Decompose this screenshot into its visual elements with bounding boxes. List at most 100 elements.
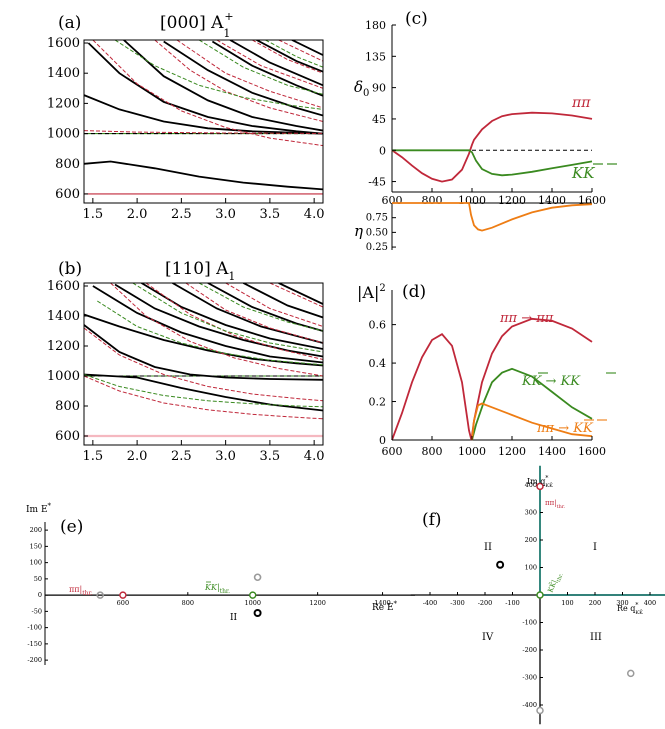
panel-b-level-red bbox=[185, 283, 323, 344]
panel-d-label: (d) bbox=[402, 282, 426, 302]
panel-a-level-black bbox=[256, 40, 323, 73]
panel-b-level-black bbox=[207, 283, 323, 332]
panel-a-frame bbox=[83, 39, 324, 204]
panel-a-ytick-label: 800 bbox=[55, 157, 80, 172]
panel-a-level-green bbox=[114, 40, 323, 110]
panel-c-xtick-label: 800 bbox=[422, 194, 443, 207]
panel-a-xtick-label: 4.0 bbox=[304, 207, 325, 222]
panel-b-level-black bbox=[141, 283, 323, 350]
panel-e-ytick-label: 50 bbox=[34, 575, 42, 583]
panel-c-label: (c) bbox=[405, 9, 428, 29]
panel-f-ytick-label: 200 bbox=[525, 536, 537, 544]
panel-a-ytick-label: 1000 bbox=[47, 127, 80, 142]
panel-d-series-0 bbox=[391, 317, 593, 441]
panel-a-level-red bbox=[154, 40, 323, 122]
panel-e-II: II bbox=[230, 613, 238, 623]
panel-d-xtick-label: 1000 bbox=[458, 445, 486, 458]
panel-e-threshold-marker bbox=[119, 591, 127, 599]
panel-f-pipi-thr: ππ|thr. bbox=[545, 499, 566, 510]
panel-a-xtick-label: 3.0 bbox=[215, 207, 236, 222]
panel-d-kkkk-label: KK → KK bbox=[521, 374, 581, 389]
panel-c-kk-label: KK bbox=[571, 164, 595, 182]
panel-eta-ytick-label: 0.50 bbox=[366, 227, 388, 238]
panel-a-ytick-label: 1200 bbox=[47, 96, 80, 111]
panel-b-plot bbox=[84, 283, 323, 438]
panel-c-ytick-label: 135 bbox=[365, 50, 386, 63]
panel-d-xtick-label: 1600 bbox=[578, 445, 606, 458]
panel-d-xtick-label: 800 bbox=[422, 445, 443, 458]
panel-e-ytick-label: -150 bbox=[27, 640, 42, 648]
panel-f-xtick-label: 100 bbox=[561, 599, 573, 607]
panel-b-level-black bbox=[84, 324, 323, 381]
panel-b-level-red bbox=[84, 327, 323, 402]
panel-c-ytick-label: -45 bbox=[368, 176, 386, 189]
panel-f-pole-0 bbox=[536, 482, 544, 491]
panel-b-xtick-label: 2.5 bbox=[171, 449, 192, 464]
panel-eta-ylabel: η bbox=[354, 222, 363, 240]
panel-b-level-green bbox=[84, 374, 323, 408]
panel-eta-ytick-label: 0.75 bbox=[366, 213, 388, 224]
panel-a-xtick-label: 2.5 bbox=[171, 207, 192, 222]
panel-a-level-green bbox=[265, 40, 323, 68]
panel-f-pole-4 bbox=[536, 591, 544, 599]
panel-a: 1.5 2.0 2.5 3.0 3.5 4.0 600 800 1000 1200 1400 1600 bbox=[47, 36, 325, 222]
panel-a-level-green bbox=[198, 40, 323, 95]
panel-a-level-black bbox=[291, 40, 323, 56]
panel-eta-series-0 bbox=[392, 202, 593, 232]
panel-e-ytick-label: 100 bbox=[30, 559, 42, 567]
panel-e-pole-1 bbox=[253, 573, 262, 582]
panel-b-title: [110] A1 bbox=[165, 259, 235, 283]
panel-e-ytick-label: -50 bbox=[32, 607, 42, 615]
panel-b-level-black bbox=[84, 313, 323, 367]
panel-f-quadrant-I: I bbox=[593, 542, 597, 553]
panel-e-xtick-label: 1400 bbox=[374, 599, 391, 607]
panel-c-ytick-label: 0 bbox=[379, 144, 386, 157]
panel-f-quadrant-II: II bbox=[484, 542, 492, 553]
panel-a-ytick-label: 600 bbox=[55, 187, 80, 202]
panel-a-xtick-label: 3.5 bbox=[260, 207, 281, 222]
panel-b-level-green bbox=[198, 283, 323, 332]
panel-b-ytick-label: 1000 bbox=[47, 369, 80, 384]
panel-a-level-black bbox=[123, 40, 323, 132]
panel-d-xtick-label: 1200 bbox=[498, 445, 526, 458]
panel-e-pipi-thr: ππ|thr. bbox=[69, 585, 93, 597]
panel-f-ytick-label: 100 bbox=[525, 564, 537, 572]
panel-b-level-red bbox=[145, 283, 323, 360]
panel-a-level-black bbox=[84, 160, 323, 191]
panel-b-level-red bbox=[84, 375, 323, 420]
panel-f-xtick-label: -400 bbox=[423, 599, 438, 607]
panel-d-series-2 bbox=[471, 402, 593, 441]
panel-e-ylabel: Im E* bbox=[26, 502, 52, 515]
panel-f-ytick-label: -100 bbox=[522, 619, 537, 627]
panel-b-xtick-label: 4.0 bbox=[304, 449, 325, 464]
panel-e-ytick-label: 200 bbox=[30, 526, 42, 534]
panel-e-xtick-label: 600 bbox=[117, 599, 129, 607]
panel-e-xtick-label: 800 bbox=[182, 599, 194, 607]
panel-e-xlabel: Re E* bbox=[372, 600, 398, 613]
panel-a-level-black bbox=[87, 42, 323, 135]
panel-a-plot bbox=[84, 40, 323, 195]
panel-a-level-black bbox=[163, 40, 323, 117]
panel-d-xtick-label: 600 bbox=[382, 445, 403, 458]
panel-f-xtick-label: 400 bbox=[644, 599, 656, 607]
panel-c-pipi-label: ππ bbox=[571, 95, 591, 111]
panel-f-ytick-label: 300 bbox=[525, 509, 537, 517]
panel-b-level-black bbox=[114, 283, 323, 358]
panel-e-pole-2 bbox=[253, 609, 262, 617]
panel-a-ytick-label: 1600 bbox=[47, 36, 80, 51]
panel-e-ytick-label: -200 bbox=[27, 656, 42, 664]
panel-c-ytick-label: 180 bbox=[365, 19, 386, 32]
panel-c-xtick-label: 1000 bbox=[458, 194, 486, 207]
panel-d-ylabel: |A|2 bbox=[357, 283, 386, 302]
panel-a-level-black bbox=[84, 94, 323, 135]
panel-b-level-green bbox=[97, 300, 323, 366]
panel-b-level-black bbox=[242, 283, 323, 319]
panel-b-level-green bbox=[132, 283, 323, 353]
panel-c-series-1 bbox=[392, 149, 593, 177]
panel-c-xtick-label: 1400 bbox=[538, 194, 566, 207]
panel-e-ytick-label: -100 bbox=[27, 624, 42, 632]
panel-e-xtick-label: 1200 bbox=[309, 599, 326, 607]
panel-f-xtick-label: 300 bbox=[616, 599, 628, 607]
panel-d-series-1 bbox=[471, 367, 593, 441]
